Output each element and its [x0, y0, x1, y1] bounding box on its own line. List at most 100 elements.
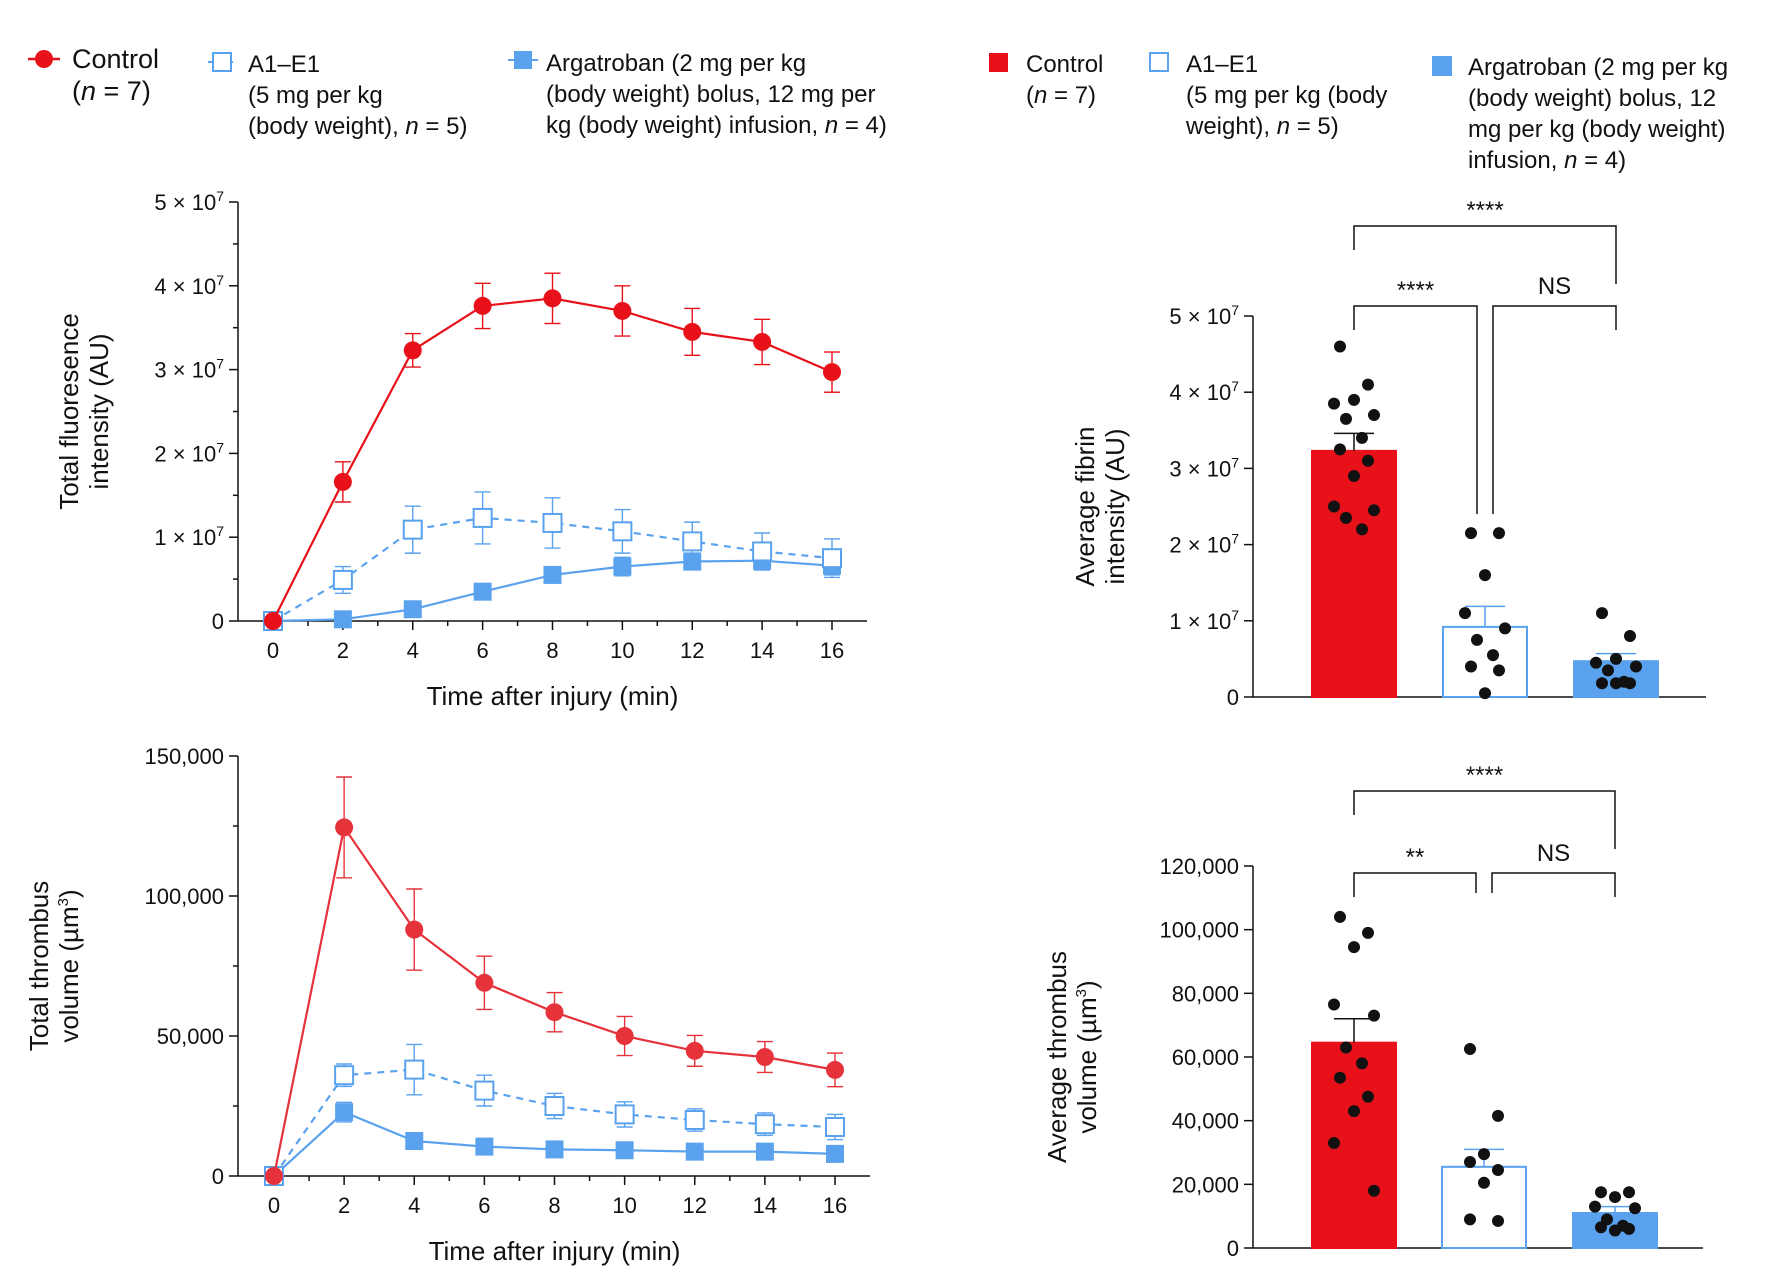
- y-tick-label: 20,000: [1172, 1172, 1239, 1197]
- data-point: [543, 289, 562, 308]
- data-point: [1459, 607, 1471, 620]
- y-tick-label: 120,000: [1159, 854, 1239, 879]
- data-point: [1328, 998, 1340, 1011]
- data-point: [264, 612, 282, 630]
- data-point: [684, 1110, 705, 1130]
- data-point: [545, 1140, 564, 1159]
- data-point: [334, 1065, 355, 1086]
- data-point: [1348, 470, 1360, 483]
- y-tick-label: 5 × 107: [154, 188, 224, 215]
- data-point: [685, 1142, 704, 1161]
- x-axis-label: Time after injury (min): [427, 681, 679, 711]
- sig-label-right: NS: [1538, 273, 1571, 300]
- legend-right-arg-n: infusion, n = 4): [1468, 147, 1626, 174]
- sig-label-left: **: [1406, 844, 1425, 871]
- data-point: [1596, 677, 1608, 690]
- x-tick-label: 2: [337, 638, 349, 663]
- bar: [1442, 625, 1528, 698]
- data-point: [1340, 1041, 1352, 1054]
- data-point: [403, 600, 422, 619]
- data-point: [826, 1144, 844, 1163]
- data-point: [1478, 1148, 1490, 1161]
- bar: [1311, 1041, 1397, 1250]
- x-tick-label: 2: [338, 1193, 350, 1218]
- bracket-right: [1492, 305, 1617, 514]
- data-point: [1464, 1213, 1476, 1226]
- data-point: [1609, 1191, 1621, 1204]
- data-point: [1356, 431, 1368, 444]
- data-point: [822, 548, 842, 569]
- data-point: [1493, 664, 1505, 677]
- data-point: [405, 920, 424, 939]
- x-tick-label: 10: [612, 1193, 636, 1218]
- y-tick-label: 0: [212, 609, 224, 634]
- y-tick-label: 2 × 107: [154, 439, 224, 466]
- y-tick-label: 3 × 107: [1169, 454, 1239, 481]
- data-point: [1492, 1164, 1504, 1177]
- y-tick-label: 0: [1227, 1236, 1239, 1261]
- x-tick-label: 0: [268, 1193, 280, 1218]
- data-point: [473, 582, 492, 601]
- y-tick-label: 4 × 107: [1169, 378, 1239, 405]
- data-point: [1595, 1221, 1607, 1234]
- data-point: [1362, 378, 1374, 391]
- data-point: [1602, 664, 1614, 677]
- bracket-left: [1353, 872, 1477, 897]
- y-axis-label-line1: Average fibrin: [1070, 427, 1100, 587]
- data-point: [1340, 412, 1352, 425]
- y-axis-label-line2: intensity (AU): [1100, 428, 1130, 584]
- legend-right-a1-n: weight), n = 5): [1185, 113, 1339, 140]
- data-point: [753, 332, 772, 351]
- y-tick-label: 60,000: [1172, 1045, 1239, 1070]
- legend-left-arg-label: Argatroban (2 mg per kg: [546, 50, 806, 77]
- x-tick-label: 10: [610, 638, 634, 663]
- x-tick-label: 14: [750, 638, 774, 663]
- legend-left-a1-dose: (5 mg per kg: [248, 82, 383, 109]
- data-point: [1356, 1057, 1368, 1070]
- data-point: [1493, 527, 1505, 540]
- legend-left-a1-marker: [212, 52, 232, 72]
- sig-label-left: ****: [1397, 277, 1434, 304]
- legend-left: Control (n = 7) A1–E1 (5 mg per kg (body…: [28, 44, 887, 140]
- data-point: [1356, 523, 1368, 536]
- legend-right: Control (n = 7) A1–E1 (5 mg per kg (body…: [989, 51, 1728, 174]
- bracket-right: [1491, 872, 1616, 897]
- x-tick-label: 4: [407, 638, 419, 663]
- y-tick-label: 150,000: [144, 744, 224, 769]
- data-point: [402, 519, 423, 540]
- data-point: [1478, 1176, 1490, 1189]
- legend-left-a1-label: A1–E1: [248, 51, 320, 78]
- data-point: [1610, 677, 1622, 690]
- data-point: [1328, 500, 1340, 513]
- y-tick-label: 0: [1227, 685, 1239, 710]
- data-point: [404, 1059, 425, 1080]
- bar-group-a1e1: [1441, 1043, 1527, 1249]
- data-point: [403, 341, 422, 360]
- chart-fluorescence-line: 0 1 × 107 2 × 107 3 × 107 4 × 107 5 × 107 0 2 4 6…: [54, 188, 867, 711]
- x-tick-label: 12: [680, 638, 704, 663]
- data-point: [615, 1027, 634, 1045]
- data-point: [475, 973, 494, 992]
- sig-label-right: NS: [1537, 840, 1570, 867]
- data-point: [1465, 660, 1477, 673]
- data-point: [612, 521, 633, 542]
- legend-left-control: Control (n = 7): [28, 44, 159, 106]
- data-point: [825, 1117, 845, 1137]
- data-point: [823, 363, 841, 382]
- data-point: [1623, 1186, 1635, 1199]
- bar-group-control: [1311, 910, 1397, 1250]
- data-point: [1589, 1200, 1601, 1213]
- data-point: [1479, 569, 1491, 582]
- y-axis-label-line2: intensity (AU): [84, 333, 114, 489]
- x-axis-label: Time after injury (min): [429, 1236, 681, 1266]
- y-axis-label-line2: volume (µm3): [54, 889, 84, 1042]
- y-tick-label: 100,000: [144, 884, 224, 909]
- series-a1e1: [263, 491, 842, 631]
- legend-right-control: Control (n = 7): [989, 51, 1103, 109]
- legend-left-argatroban: Argatroban (2 mg per kg (body weight) bo…: [508, 50, 887, 139]
- data-point: [1492, 1214, 1504, 1227]
- data-point: [1348, 941, 1360, 954]
- bracket-top: [1353, 225, 1617, 284]
- legend-right-a1-label: A1–E1: [1186, 51, 1258, 78]
- data-point: [544, 1096, 565, 1116]
